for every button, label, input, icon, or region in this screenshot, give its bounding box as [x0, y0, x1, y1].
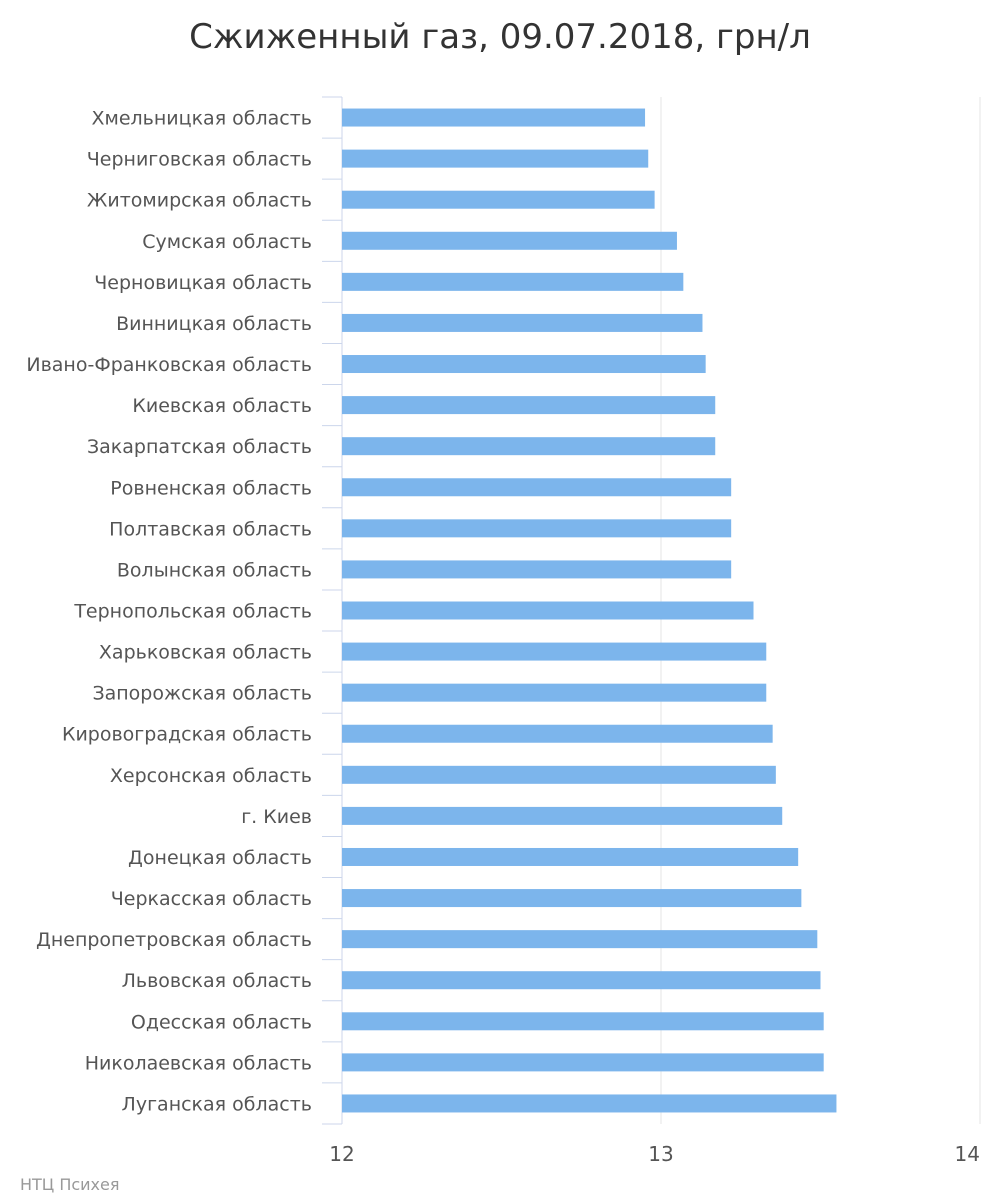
- category-label-4: Черновицкая область: [94, 272, 312, 294]
- bars: [342, 108, 837, 1113]
- category-label-23: Николаевская область: [85, 1052, 312, 1074]
- bar-21: [342, 971, 821, 990]
- category-label-13: Харьковская область: [99, 642, 312, 664]
- chart-title: Сжиженный газ, 09.07.2018, грн/л: [189, 17, 811, 57]
- bar-15: [342, 724, 773, 743]
- category-label-19: Черкасская область: [111, 888, 312, 910]
- category-label-17: г. Киев: [241, 806, 312, 828]
- tick-label-1: 13: [648, 1142, 673, 1166]
- bar-24: [342, 1094, 837, 1113]
- bar-0: [342, 108, 646, 127]
- category-label-9: Ровненская область: [110, 477, 312, 499]
- tick-label-0: 12: [329, 1142, 354, 1166]
- category-label-0: Хмельницкая область: [91, 108, 312, 130]
- bar-23: [342, 1053, 824, 1072]
- bar-20: [342, 930, 818, 949]
- value-axis-ticks: 12 13 14: [329, 1142, 980, 1166]
- category-label-8: Закарпатская область: [87, 436, 312, 458]
- credit: НТЦ Психея: [20, 1175, 119, 1194]
- category-label-2: Житомирская область: [87, 190, 312, 212]
- bar-4: [342, 272, 684, 291]
- tick-label-2: 14: [955, 1142, 980, 1166]
- bar-19: [342, 889, 802, 908]
- category-label-18: Донецкая область: [128, 847, 312, 869]
- bar-1: [342, 149, 649, 168]
- bar-13: [342, 642, 767, 661]
- bar-17: [342, 806, 783, 825]
- bar-7: [342, 396, 716, 415]
- category-label-7: Киевская область: [132, 395, 312, 417]
- bar-5: [342, 313, 703, 332]
- category-label-11: Волынская область: [117, 559, 312, 581]
- bar-8: [342, 437, 716, 456]
- category-label-5: Винницкая область: [116, 313, 312, 335]
- bar-10: [342, 519, 732, 538]
- category-label-24: Луганская область: [122, 1093, 312, 1115]
- category-label-3: Сумская область: [142, 231, 312, 253]
- bar-6: [342, 355, 706, 374]
- category-label-15: Кировоградская область: [62, 724, 312, 746]
- category-label-10: Полтавская область: [109, 518, 312, 540]
- category-label-16: Херсонская область: [110, 765, 312, 787]
- bar-2: [342, 190, 655, 209]
- category-axis: [322, 96, 343, 1125]
- bar-14: [342, 683, 767, 702]
- category-label-20: Днепропетровская область: [36, 929, 312, 951]
- bar-12: [342, 601, 754, 620]
- bar-11: [342, 560, 732, 579]
- category-label-12: Тернопольская область: [73, 601, 312, 623]
- category-label-1: Черниговская область: [87, 149, 312, 171]
- category-labels: Хмельницкая область Черниговская область Ж…: [26, 108, 312, 1116]
- bar-9: [342, 478, 732, 497]
- category-label-21: Львовская область: [122, 970, 312, 992]
- bar-18: [342, 847, 799, 866]
- bar-3: [342, 231, 677, 250]
- bar-22: [342, 1012, 824, 1031]
- category-label-14: Запорожская область: [92, 683, 312, 705]
- category-label-22: Одесская область: [131, 1011, 312, 1033]
- category-label-6: Ивано-Франковская область: [26, 354, 312, 376]
- bar-16: [342, 765, 776, 784]
